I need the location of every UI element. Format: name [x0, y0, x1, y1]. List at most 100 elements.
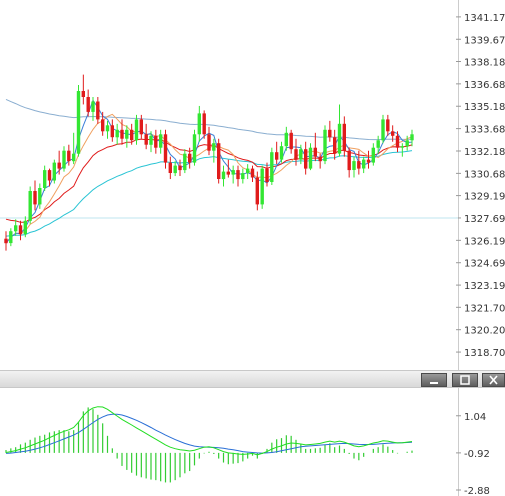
candle [250, 165, 255, 183]
candle-body [294, 149, 298, 160]
candle-body [149, 135, 153, 145]
candle-body [221, 171, 226, 180]
candle-body [308, 147, 313, 169]
candle-body [144, 134, 148, 145]
candlesticks [4, 74, 414, 251]
candle-body [14, 225, 18, 232]
candle [4, 231, 8, 251]
candle-body [255, 177, 259, 205]
candle [52, 159, 56, 184]
candle-body [110, 125, 114, 138]
candle [362, 156, 366, 174]
candle-body [371, 147, 375, 163]
candle-body [391, 131, 395, 136]
candle-body [231, 170, 235, 175]
macd-fast-line [5, 406, 413, 456]
candle [347, 147, 351, 178]
candle [289, 129, 293, 154]
candle-body [120, 129, 124, 139]
candle-body [28, 191, 32, 221]
candle-body [342, 123, 346, 151]
price-chart: 1341.17 1339.67 1338.18 1336.68 1335.18 1333.… [0, 0, 505, 370]
candle [144, 123, 148, 150]
candle-body [410, 134, 414, 141]
price-tick-label: 1320.20 [464, 326, 505, 337]
macd-lines [5, 406, 413, 456]
candle-body [241, 173, 245, 180]
candle [226, 159, 230, 178]
candle [391, 125, 395, 142]
close-button[interactable] [482, 373, 505, 387]
candle [62, 146, 66, 172]
candle [173, 161, 177, 177]
candle [125, 125, 129, 148]
candle [294, 138, 298, 166]
minimize-icon [430, 382, 438, 384]
candle-body [318, 156, 322, 162]
candle-body [333, 137, 337, 154]
candle-body [38, 188, 42, 205]
candle-body [250, 168, 255, 178]
candle-body [33, 191, 37, 205]
minimize-button[interactable] [421, 373, 447, 387]
candle-body [125, 129, 129, 139]
candle [260, 165, 264, 209]
candle-body [265, 168, 269, 182]
candle-body [91, 101, 95, 112]
candle-body [400, 146, 404, 148]
price-tick-label: 1327.69 [464, 214, 505, 225]
maximize-button[interactable] [452, 373, 478, 387]
candle-body [47, 170, 52, 181]
indicator-window-titlebar [0, 370, 505, 388]
candle-body [328, 129, 332, 138]
candle [33, 180, 37, 211]
maximize-icon [460, 375, 470, 385]
candle [275, 141, 279, 165]
macd-tick-label: -2.88 [464, 486, 490, 496]
candle [405, 135, 409, 151]
candle-body [134, 119, 139, 141]
candle [197, 105, 201, 142]
candle-body [105, 125, 110, 132]
price-tick-label: 1336.68 [464, 80, 505, 91]
candle-body [9, 231, 13, 244]
price-tick-label: 1333.68 [464, 125, 505, 136]
candle-body [275, 152, 279, 160]
candle [246, 164, 250, 180]
candle [134, 114, 139, 145]
candle-body [57, 162, 61, 169]
candle-body [183, 153, 187, 171]
candle [231, 165, 235, 184]
candle [366, 150, 371, 169]
candle-body [284, 132, 288, 147]
macd-chart: 1.04 -0.92 -2.88 [0, 388, 490, 496]
candle-body [246, 168, 250, 174]
candle-body [159, 134, 163, 148]
macd-plot-area [0, 388, 458, 496]
candle [371, 143, 375, 166]
candle [212, 138, 216, 163]
candle [192, 129, 197, 166]
candle [168, 156, 172, 180]
candle-body [289, 132, 293, 150]
candle [183, 149, 187, 174]
candle-body [236, 170, 240, 180]
candle-body [197, 113, 201, 135]
candle [28, 186, 32, 224]
candle [342, 116, 346, 157]
candle [72, 132, 76, 165]
candle [207, 126, 211, 156]
macd-tick-label: 1.04 [464, 412, 486, 423]
candle-body [178, 165, 182, 171]
candle-body [62, 150, 66, 169]
candle [149, 131, 153, 153]
candle [115, 123, 119, 145]
candle-body [260, 168, 264, 205]
candle [163, 129, 168, 169]
candle-body [23, 220, 27, 235]
candle-body [226, 171, 230, 175]
candle [178, 159, 182, 177]
candle [38, 183, 42, 209]
candle [91, 96, 95, 121]
candle-body [279, 146, 284, 160]
